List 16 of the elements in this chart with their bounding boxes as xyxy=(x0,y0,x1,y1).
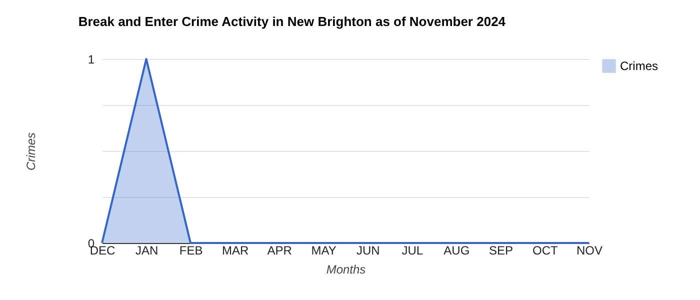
x-tick-label: NOV xyxy=(576,244,603,258)
x-tick-label: SEP xyxy=(488,244,513,258)
chart-title: Break and Enter Crime Activity in New Brighton as of November 2024 xyxy=(78,14,506,29)
x-tick-label: JAN xyxy=(135,244,158,258)
x-tick-label: JUL xyxy=(402,244,424,258)
y-tick-label: 1 xyxy=(88,52,95,66)
x-tick-label: MAY xyxy=(311,244,336,258)
x-tick-label: JUN xyxy=(356,244,380,258)
x-tick-label: APR xyxy=(267,244,292,258)
x-tick-label: OCT xyxy=(532,244,559,258)
x-tick-label: MAR xyxy=(222,244,249,258)
x-tick-label: AUG xyxy=(444,244,470,258)
y-axis-title: Crimes xyxy=(24,132,38,170)
legend-label: Crimes xyxy=(620,59,658,73)
x-tick-label: FEB xyxy=(179,244,203,258)
x-axis-title: Months xyxy=(326,262,366,276)
